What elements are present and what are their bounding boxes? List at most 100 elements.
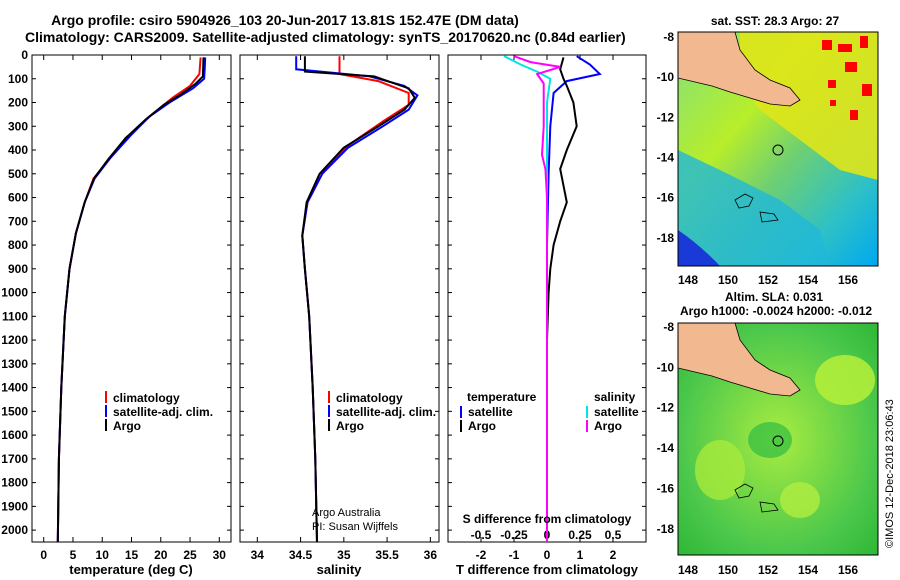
y-tick-label: 1600 [1,428,28,442]
credit-institution: Argo Australia [312,507,381,519]
series-line-satellite-adj-clim- [56,57,207,543]
sst-hot-cell [850,110,858,120]
sla-high-blob [780,482,820,518]
map-lon-label: 156 [838,563,858,577]
x-tick-label: 25 [183,548,197,562]
map-lat-label: -18 [657,231,675,245]
map-lon-label: 154 [798,563,818,577]
map-lat-label: -14 [657,151,675,165]
map-lat-label: -14 [657,441,675,455]
y-tick-label: 1500 [1,404,28,418]
y-tick-label: 1700 [1,452,28,466]
island-outline [734,193,754,209]
s-diff-tick-label: -0.25 [500,528,528,542]
series-line-t-satellite [546,55,602,542]
map-lat-label: -12 [657,110,675,124]
map-lon-label: 150 [718,563,738,577]
legend-argo-label: Argo [113,419,141,433]
map-lon-label: 148 [678,273,698,287]
x-tick-label: 30 [213,548,227,562]
map-lat-label: -10 [657,70,675,84]
x-tick-label: 34.5 [289,548,313,562]
sst-map-title: sat. SST: 28.3 Argo: 27 [711,14,840,28]
sst-cool-patch [678,150,830,266]
salinity-legend: climatology satellite-adj. clim. Argo [328,391,436,433]
sla-map-title2: Argo h1000: -0.0024 h2000: -0.012 [680,304,872,318]
x-tick-label: -2 [476,548,487,562]
x-tick-label: 10 [96,548,110,562]
sst-hot-cell [862,84,872,96]
y-tick-label: 1800 [1,476,28,490]
island-outline [734,483,754,499]
argo-float-marker [772,435,784,447]
y-tick-label: 1100 [2,309,28,323]
s-difference-axis-label: S difference from climatology [463,512,632,526]
legend-t-argo-label: Argo [468,419,496,433]
sla-map [678,323,878,555]
map-lat-label: -16 [657,191,675,205]
s-diff-tick-label: 0.25 [568,528,592,542]
x-tick-label: 0 [544,548,551,562]
map-lon-label: 150 [718,273,738,287]
map-lat-label: -18 [657,522,675,536]
legend-satellite-label: satellite-adj. clim. [113,405,213,419]
credit-pi: PI: Susan Wijffels [312,521,398,533]
sst-map [678,32,878,266]
x-tick-label: 36 [424,548,438,562]
legend-s-satellite-label: satellite [594,405,639,419]
x-tick-label: 2 [610,548,617,562]
map-lon-label: 152 [758,273,778,287]
chart-title-line2: Climatology: CARS2009. Satellite-adjuste… [25,29,626,45]
s-diff-tick-label: -0.5 [471,528,492,542]
legend-climatology-label: climatology [336,391,403,405]
legend-t-satellite-label: satellite [468,405,513,419]
sla-map-title1: Altim. SLA: 0.031 [725,290,823,304]
map-lat-label: -12 [657,401,675,415]
y-tick-label: 2000 [1,523,28,537]
map-lon-label: 148 [678,563,698,577]
legend-satellite-label: satellite-adj. clim. [336,405,436,419]
x-tick-label: 35.5 [375,548,399,562]
series-line-t-argo [546,57,578,542]
salinity-panel-frame [239,54,440,543]
legend-salinity-title: salinity [594,390,636,404]
temperature-panel-frame [31,54,232,543]
series-line-satellite-adj-clim- [295,56,419,543]
series-line-climatology [56,57,202,543]
y-tick-label: 600 [8,191,28,205]
sla-low-blob [748,422,792,458]
sla-map-frame [677,322,879,556]
argo-float-marker [772,144,784,156]
sst-hot-cell [822,40,832,50]
sst-hot-cell [860,36,868,48]
s-diff-tick-label: 0.5 [605,528,622,542]
map-lat-label: -8 [663,320,674,334]
map-lon-label: 154 [798,273,818,287]
island-outline [759,211,779,223]
y-tick-label: 400 [8,143,28,157]
x-tick-label: 15 [125,548,139,562]
legend-s-argo-label: Argo [594,419,622,433]
x-tick-label: 20 [154,548,168,562]
sst-hot-cell [838,44,852,52]
x-tick-label: 34 [251,548,265,562]
temperature-legend: climatology satellite-adj. clim. Argo [105,391,213,433]
y-tick-label: 1400 [1,381,28,395]
x-tick-label: 35 [337,548,351,562]
t-difference-axis-label: T difference from climatology [456,562,639,577]
y-tick-label: 1200 [1,333,28,347]
salinity-axis-label: salinity [317,562,363,577]
series-line-climatology [301,56,410,543]
sst-map-frame [677,31,879,267]
x-tick-label: 0 [40,548,47,562]
map-lat-label: -10 [657,360,675,374]
map-lon-label: 152 [758,563,778,577]
land-new-guinea [678,32,801,107]
island-outline [759,501,779,513]
chart-title-line1: Argo profile: csiro 5904926_103 20-Jun-2… [51,12,519,28]
sst-cold-corner [678,230,720,266]
y-tick-label: 1000 [1,286,28,300]
sst-hot-cell [830,100,836,106]
y-tick-label: 900 [8,262,28,276]
